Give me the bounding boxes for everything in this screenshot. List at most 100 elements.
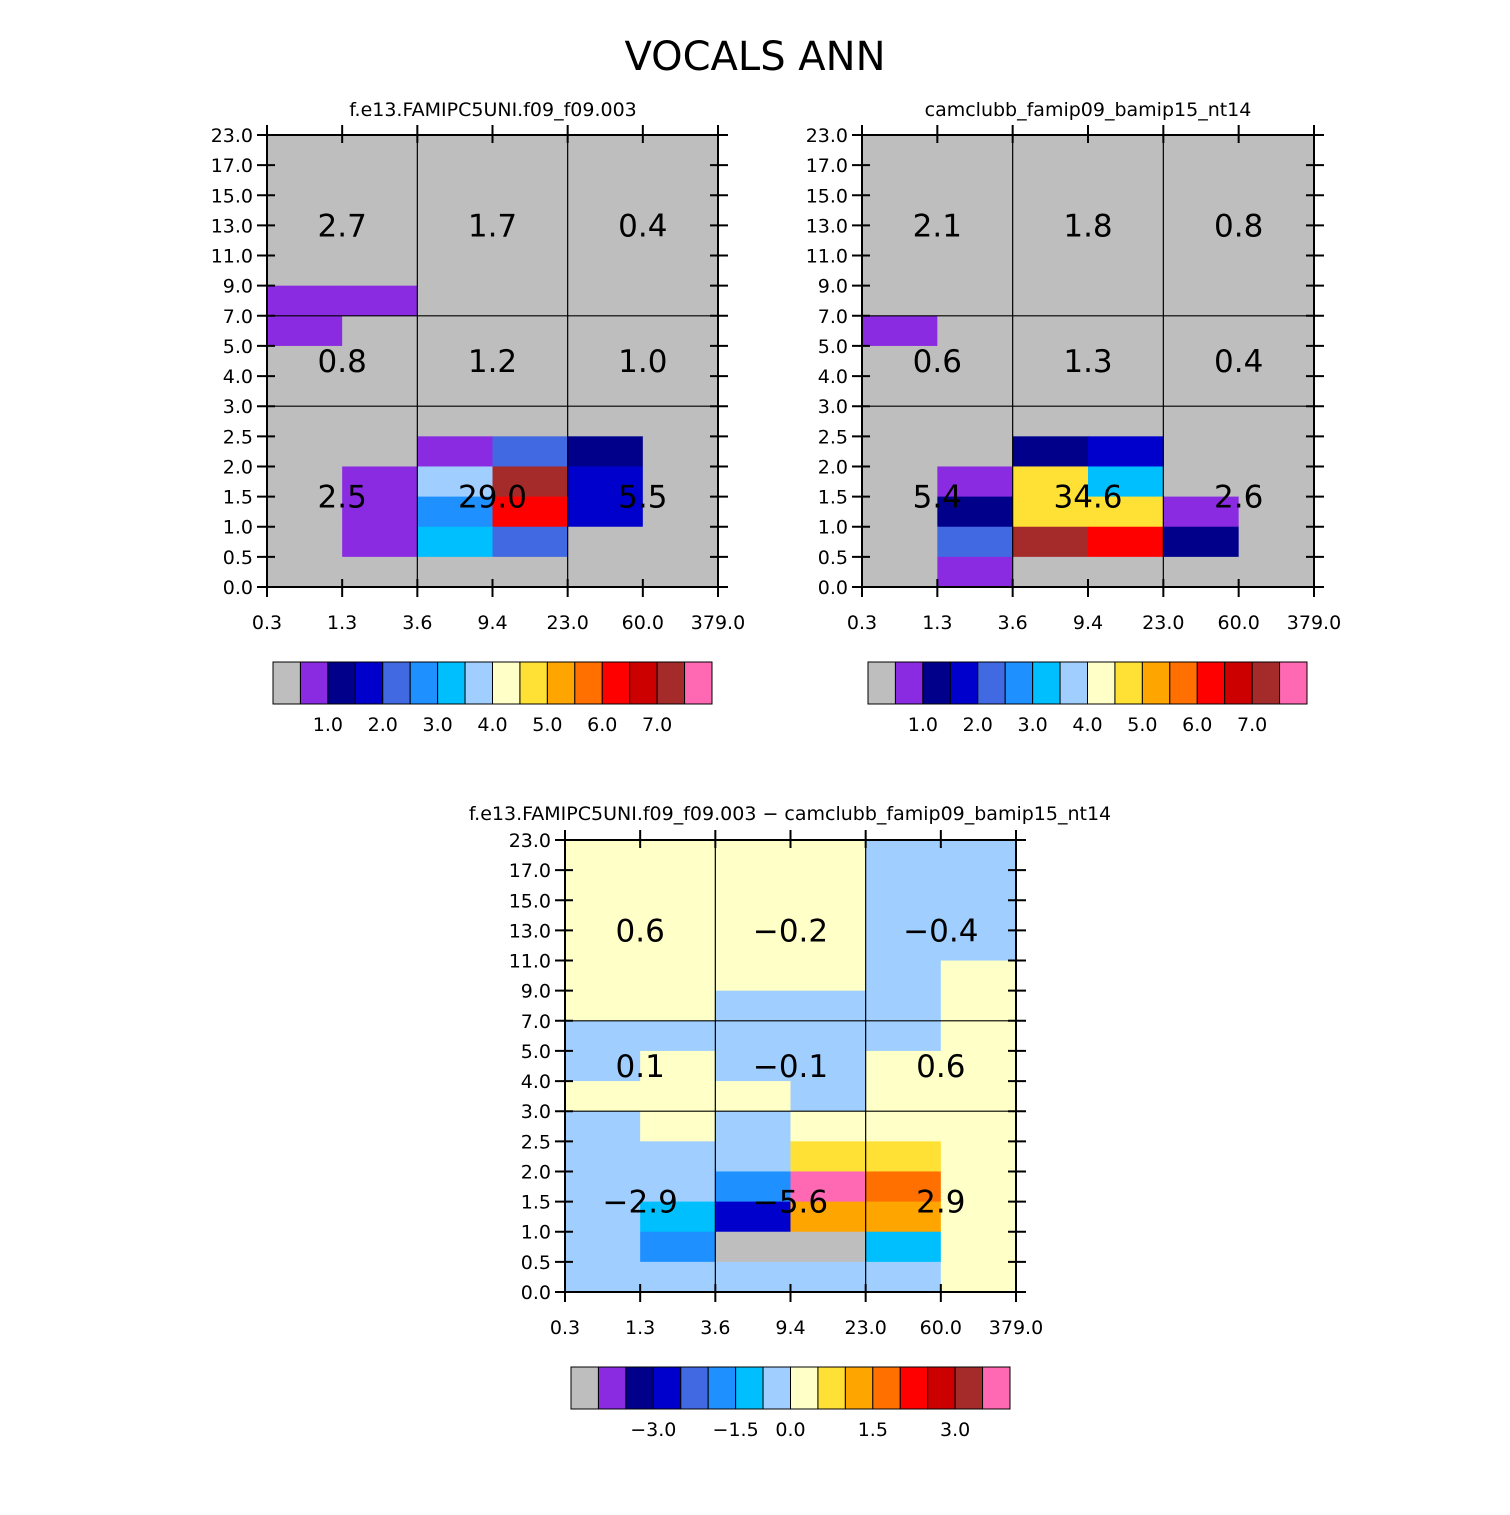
colorbar-box (680, 1366, 709, 1410)
heatmap-cell (865, 1111, 942, 1142)
y-tick-label: 1.0 (818, 517, 848, 539)
colorbar-label: 5.0 (1127, 714, 1157, 736)
heatmap-cell (642, 285, 719, 317)
y-tick-label: 15.0 (806, 185, 848, 207)
heatmap-cell (865, 930, 942, 962)
colorbar-box (382, 661, 411, 705)
heatmap-cell (640, 1081, 716, 1112)
colorbar-box (272, 661, 301, 705)
y-tick-label: 3.0 (818, 396, 848, 418)
y-tick-label: 0.0 (521, 1282, 551, 1304)
colorbar-box (597, 1366, 627, 1410)
heatmap-cell (1088, 466, 1164, 498)
colorbar: 1.0 2.0 3.0 4.0 5.0 6.0 7.0 (867, 661, 1308, 736)
colorbar-box (922, 661, 951, 705)
heatmap-cell (1238, 285, 1315, 317)
heatmap-cell (1238, 526, 1315, 558)
y-tick-label: 0.5 (223, 547, 253, 569)
box-value-label: 34.6 (1053, 480, 1122, 516)
heatmap-cell (417, 255, 494, 287)
heatmap-cell (862, 556, 938, 588)
heatmap-cell (790, 1261, 867, 1293)
heatmap-cell (865, 1231, 942, 1263)
heatmap-cell (565, 960, 641, 992)
box-value-label: 1.2 (468, 344, 517, 380)
heatmap-cell (417, 345, 494, 377)
heatmap-cell (492, 345, 569, 377)
heatmap-cell (862, 376, 938, 407)
y-tick-label: 2.0 (223, 456, 253, 478)
heatmap-cell (1163, 406, 1240, 437)
heatmap-cell (417, 466, 494, 498)
colorbar-box (1114, 661, 1143, 705)
y-tick-label: 4.0 (223, 366, 253, 388)
colorbar-box (546, 661, 576, 705)
heatmap-cell (342, 526, 418, 558)
heatmap-cell (567, 285, 644, 317)
box-value-label: 1.7 (468, 208, 517, 244)
heatmap-cell (567, 315, 644, 347)
box-value-label: −2.9 (603, 1185, 678, 1221)
heatmap-cell (267, 135, 343, 226)
heatmap-cell (640, 1111, 716, 1142)
heatmap-cell (567, 406, 644, 437)
heatmap-cell (1088, 406, 1164, 437)
heatmap-cell (1163, 526, 1240, 558)
heatmap-cell (862, 466, 938, 498)
colorbar-box (982, 1366, 1011, 1410)
heatmap-cell (940, 1171, 1017, 1203)
heatmap-cell (642, 556, 719, 588)
heatmap-cell (640, 1020, 716, 1052)
heatmap-cell (715, 930, 792, 962)
colorbar-box (299, 661, 329, 705)
heatmap-cell (1012, 556, 1089, 588)
heatmap-cell (492, 376, 569, 407)
heatmap-cell (492, 526, 569, 558)
heatmap-cell (937, 315, 1014, 347)
box-value-label: 2.6 (1214, 480, 1263, 516)
colorbar-box (899, 1366, 929, 1410)
colorbar-label: 1.0 (908, 714, 938, 736)
heatmap-cell (940, 1020, 1017, 1052)
colorbar-box (872, 1366, 901, 1410)
heatmap-cell (1238, 496, 1315, 528)
colorbar-label: 3.0 (940, 1419, 970, 1441)
heatmap-cell (790, 1050, 867, 1082)
heatmap-cell (1238, 466, 1315, 498)
heatmap-cell (790, 1111, 867, 1142)
y-tick-label: 13.0 (806, 215, 848, 237)
heatmap-cell (640, 1201, 716, 1233)
colorbar-box (354, 661, 384, 705)
colorbar-box (601, 661, 631, 705)
heatmap-cells (862, 135, 1315, 588)
box-value-label: 5.5 (618, 480, 667, 516)
colorbar-box (1251, 661, 1281, 705)
heatmap-cell (492, 315, 569, 347)
y-tick-label: 0.0 (223, 577, 253, 599)
heatmap-cell (492, 436, 569, 468)
heatmap-cell (862, 225, 938, 257)
colorbar-label: −3.0 (630, 1419, 676, 1441)
colorbar-label: 2.0 (368, 714, 398, 736)
heatmap-cell (642, 255, 719, 287)
panel-title: camclubb_famip09_bamip15_nt14 (925, 99, 1252, 121)
x-tick-label: 3.6 (700, 1317, 730, 1339)
colorbar: 1.0 2.0 3.0 4.0 5.0 6.0 7.0 (272, 661, 713, 736)
heatmap-cell (567, 225, 644, 257)
y-tick-label: 9.0 (223, 276, 253, 298)
colorbar: −3.0 −1.5 0.0 1.5 3.0 (570, 1366, 1011, 1441)
y-tick-label: 5.0 (223, 336, 253, 358)
x-tick-label: 60.0 (920, 1317, 962, 1339)
heatmap-cell (342, 406, 418, 437)
heatmap-cell (1088, 345, 1164, 377)
colorbar-box (492, 661, 521, 705)
y-tick-label: 7.0 (223, 306, 253, 328)
box-value-label: 2.5 (318, 480, 367, 516)
heatmap-cell (1088, 436, 1164, 468)
colorbar-box (574, 661, 603, 705)
heatmap-cell (715, 840, 792, 931)
heatmap-cell (417, 225, 494, 257)
colorbar-box (656, 661, 686, 705)
